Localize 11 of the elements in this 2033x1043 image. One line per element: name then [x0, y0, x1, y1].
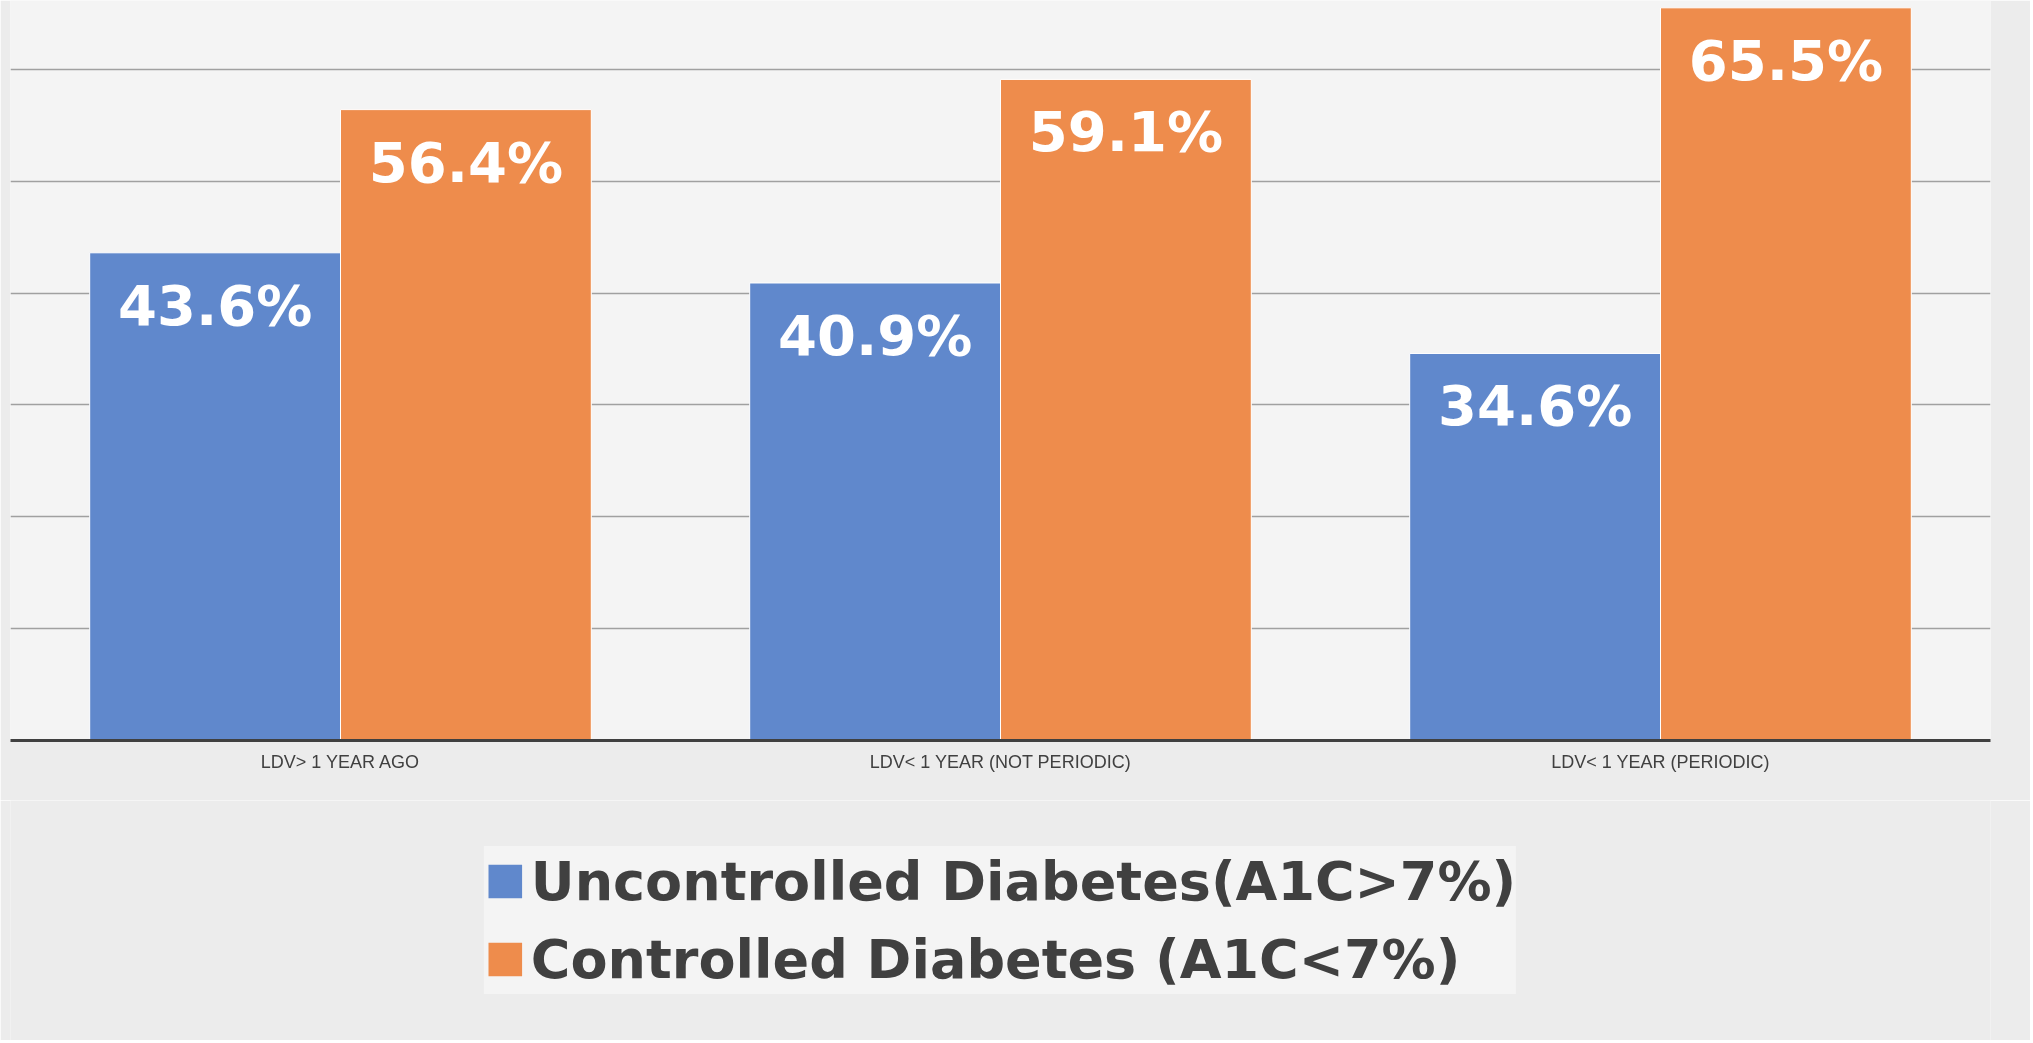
data-label: 56.4% — [368, 129, 564, 195]
data-label: 65.5% — [1688, 27, 1884, 93]
legend-label: Uncontrolled Diabetes(A1C>7%) — [530, 848, 1517, 915]
data-label: 59.1% — [1028, 99, 1224, 165]
x-tick-label: LDV< 1 YEAR (NOT PERIODIC) — [869, 751, 1131, 772]
legend-label: Controlled Diabetes (A1C<7%) — [530, 926, 1461, 993]
x-tick-label: LDV< 1 YEAR (PERIODIC) — [1551, 751, 1770, 772]
x-tick-label: LDV> 1 YEAR AGO — [260, 751, 419, 772]
data-label: 40.9% — [777, 303, 973, 368]
data-label: 43.6% — [117, 272, 313, 338]
data-label: 34.6% — [1437, 373, 1633, 439]
